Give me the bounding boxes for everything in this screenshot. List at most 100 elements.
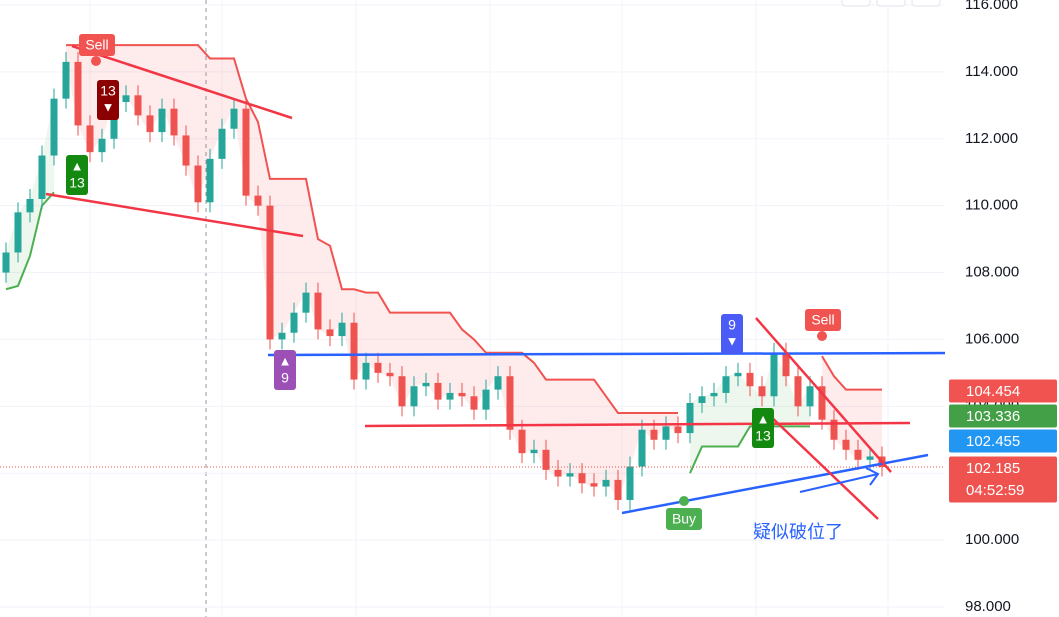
candle-body — [338, 322, 346, 337]
candle-body — [434, 382, 442, 400]
candle-body — [866, 456, 874, 460]
signal-label: 13 — [69, 175, 85, 191]
price-tag — [949, 379, 1057, 403]
toolbar — [841, 0, 941, 7]
candle-body — [650, 429, 658, 440]
signal-badge — [79, 34, 115, 56]
candle-body — [662, 426, 670, 440]
candle-body — [26, 198, 34, 213]
trend-fill — [690, 352, 810, 474]
candle-body — [554, 469, 562, 477]
candle-body — [98, 138, 106, 153]
signal-arrow: ▲ — [757, 411, 770, 426]
candle-body — [626, 466, 634, 500]
candle-body — [218, 128, 226, 159]
candle-body — [542, 449, 550, 470]
y-tick-label: 116.000 — [965, 0, 1018, 13]
candle-body — [170, 108, 178, 136]
signal-label: 13 — [755, 428, 771, 444]
candle-body — [62, 61, 70, 99]
toolbar-button[interactable] — [876, 0, 906, 7]
price-tag — [949, 429, 1057, 453]
candle-body — [398, 376, 406, 407]
y-tick-label: 100.000 — [965, 531, 1019, 548]
signal-label: 9 — [728, 317, 736, 333]
price-tag — [949, 456, 1057, 503]
candle-body — [782, 352, 790, 377]
signal-arrow: ▼ — [102, 99, 115, 114]
candle-body — [194, 165, 202, 203]
candle-body — [14, 212, 22, 253]
candle-body — [830, 419, 838, 440]
price-tag-time: 04:52:59 — [966, 482, 1024, 499]
signal-badge — [666, 508, 702, 530]
trend-line — [755, 317, 892, 473]
signal-dot — [679, 496, 689, 506]
trend-line — [765, 411, 879, 520]
signal-dot — [817, 331, 827, 341]
signal-badge — [721, 314, 743, 354]
candle-body — [734, 372, 742, 377]
price-axis — [945, 0, 1059, 617]
trend-line — [45, 192, 304, 238]
candle-body — [38, 155, 46, 199]
candle-body — [290, 312, 298, 333]
candle-body — [374, 362, 382, 373]
candle-body — [686, 402, 694, 434]
candle-body — [254, 195, 262, 206]
candle-body — [578, 473, 586, 484]
candle-body — [122, 95, 130, 102]
y-tick-label: 114.000 — [965, 63, 1018, 80]
trend-fill — [66, 45, 678, 500]
candle-body — [530, 449, 538, 454]
y-tick-label: 98.000 — [965, 598, 1011, 615]
candle-body — [326, 329, 334, 337]
candle-body — [818, 386, 826, 420]
candle-body — [50, 98, 58, 156]
y-tick-label: 108.000 — [965, 264, 1019, 281]
toolbar-button[interactable] — [911, 0, 941, 7]
toolbar-button[interactable] — [841, 0, 871, 7]
candle-body — [602, 479, 610, 487]
candle-body — [314, 292, 322, 330]
price-tags: 104.454 103.336 102.455 102.185 04:52:59 — [949, 379, 1057, 503]
trend-line — [71, 44, 293, 120]
candle-body — [854, 449, 862, 460]
candle-body — [770, 352, 778, 397]
price-tag-label: 103.336 — [966, 408, 1020, 425]
vertical-grid — [89, 0, 889, 617]
trend-line — [267, 351, 957, 357]
candle-body — [758, 386, 766, 397]
candle-body — [794, 376, 802, 407]
candle-body — [182, 135, 190, 166]
candle-body — [410, 386, 418, 407]
candle-body — [746, 372, 754, 387]
price-tag — [949, 404, 1057, 428]
candle-body — [362, 362, 370, 380]
candle-body — [158, 108, 166, 133]
signal-label: Sell — [811, 312, 834, 328]
candle-body — [446, 392, 454, 400]
price-tag-label: 102.185 — [966, 460, 1020, 477]
candle-body — [722, 376, 730, 393]
y-tick-label: 110.000 — [965, 197, 1018, 214]
candle-body — [302, 292, 310, 313]
signal-badge — [66, 155, 88, 195]
price-tag-label: 102.455 — [966, 433, 1020, 450]
signal-arrow: ▼ — [726, 333, 739, 348]
candle-body — [566, 473, 574, 477]
plot-area — [0, 4, 945, 608]
candle-body — [86, 125, 94, 153]
candle-body — [146, 115, 154, 133]
trend-line — [5, 191, 810, 474]
candle-body — [590, 483, 598, 487]
drawings — [45, 44, 957, 520]
candle-body — [242, 108, 250, 196]
candle-body — [494, 376, 502, 390]
candle-body — [506, 376, 514, 430]
candle-body — [482, 389, 490, 410]
signal-label: 13 — [100, 83, 116, 99]
arrow — [799, 467, 880, 493]
